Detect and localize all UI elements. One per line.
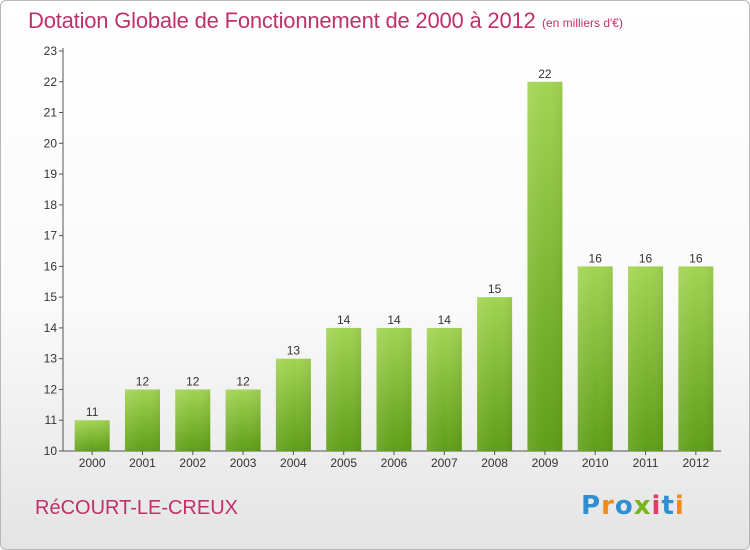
x-tick-label: 2007: [431, 456, 458, 470]
x-tick-label: 2010: [582, 456, 609, 470]
data-label: 15: [488, 282, 502, 296]
x-tick-label: 2003: [230, 456, 257, 470]
y-tick-label: 21: [44, 106, 58, 120]
bar-shine: [628, 266, 664, 451]
bar-shine: [326, 327, 362, 451]
y-tick-label: 19: [44, 167, 58, 181]
bar-shine: [124, 389, 160, 451]
data-label: 22: [538, 67, 552, 81]
bar-shine: [376, 327, 412, 451]
bar-shine: [175, 389, 211, 451]
x-tick-label: 2011: [633, 456, 659, 470]
data-label: 16: [639, 251, 653, 265]
axes: 10 11 12 13 14 15 16 17 18 19 20 21 22 23 2000 2001 2002…: [44, 44, 721, 470]
proxiti-logo: Proxiti: [581, 491, 685, 521]
chart-subtitle: (en milliers d'€): [542, 16, 623, 30]
data-label: 13: [287, 344, 301, 358]
data-label: 16: [589, 251, 603, 265]
data-label: 14: [337, 313, 351, 327]
y-tick-label: 13: [44, 352, 58, 366]
data-label: 14: [438, 313, 452, 327]
y-tick-label: 16: [44, 259, 58, 273]
x-tick-label: 2002: [179, 456, 206, 470]
data-labels: 11 12 12 12 13 14 14 14 15 22 16 16 16: [86, 67, 703, 419]
y-tick-label: 11: [45, 413, 58, 427]
data-label: 12: [236, 374, 250, 388]
x-tick-label: 2005: [330, 456, 357, 470]
chart-title: Dotation Globale de Fonctionnement de 20…: [28, 8, 536, 33]
commune-name: RéCOURT-LE-CREUX: [35, 497, 238, 519]
x-tick-label: 2008: [481, 456, 508, 470]
bar-shine: [678, 266, 714, 451]
data-label: 16: [689, 251, 703, 265]
bar-shine: [74, 420, 110, 451]
bar-shine: [577, 266, 613, 451]
y-tick-label: 10: [44, 444, 58, 458]
y-tick-label: 14: [44, 321, 58, 335]
x-tick-label: 2000: [79, 456, 106, 470]
y-tick-label: 15: [44, 290, 58, 304]
data-label: 12: [136, 374, 150, 388]
x-tick-label: 2001: [129, 456, 156, 470]
bar-shine: [275, 358, 311, 451]
data-label: 14: [387, 313, 401, 327]
y-tick-label: 18: [44, 198, 58, 212]
y-tick-label: 17: [44, 229, 58, 243]
bar-shine: [527, 81, 563, 452]
x-tick-label: 2009: [532, 456, 559, 470]
y-tick-label: 20: [44, 136, 58, 150]
data-label: 11: [86, 405, 99, 419]
data-label: 12: [186, 374, 200, 388]
bar-shine: [477, 297, 513, 451]
x-tick-label: 2012: [682, 456, 709, 470]
y-tick-label: 12: [44, 382, 58, 396]
bars: [74, 81, 714, 452]
bar-shine: [426, 327, 462, 451]
y-tick-label: 23: [44, 44, 58, 58]
x-tick-label: 2006: [381, 456, 408, 470]
bar-shine: [225, 389, 261, 451]
y-tick-label: 22: [44, 75, 58, 89]
x-tick-label: 2004: [280, 456, 307, 470]
